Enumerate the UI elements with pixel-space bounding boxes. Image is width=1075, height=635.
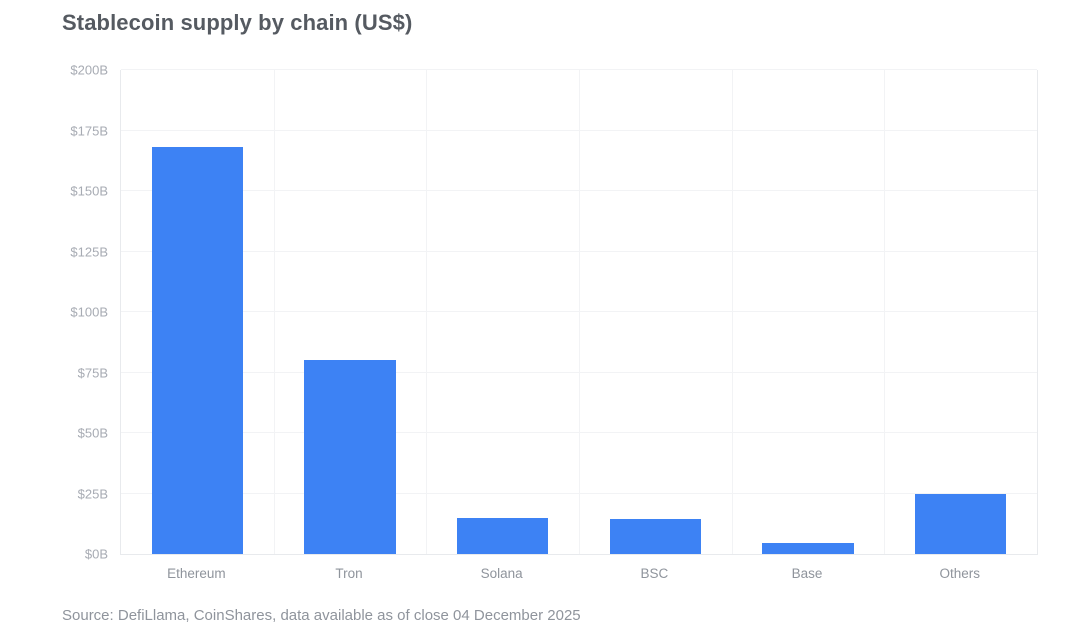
y-tick-label: $150B xyxy=(70,183,108,199)
bar-column-tron xyxy=(274,70,427,554)
x-tick-label-bsc: BSC xyxy=(640,566,669,581)
bar-others xyxy=(914,493,1007,554)
plot-area xyxy=(120,69,1038,555)
bar-column-base xyxy=(732,70,885,554)
bar-tron xyxy=(304,360,396,554)
y-tick-label: $75B xyxy=(77,365,108,380)
y-axis: $0B $25B $50B $75B $100B $125B $150B $175B $200B xyxy=(0,63,108,562)
bar-column-bsc xyxy=(579,70,732,554)
bar-base xyxy=(762,543,854,554)
x-tick-label-others: Others xyxy=(939,566,980,581)
x-tick-label-solana: Solana xyxy=(480,566,523,581)
x-tick-label-tron: Tron xyxy=(335,566,363,581)
bar-solana xyxy=(456,517,549,554)
x-tick-label-ethereum: Ethereum xyxy=(167,566,226,581)
y-tick-label: $50B xyxy=(77,425,108,441)
x-axis: Ethereum Tron Solana BSC Base Others xyxy=(120,555,1036,581)
y-tick-label: $25B xyxy=(77,486,108,501)
bar-bsc xyxy=(609,518,702,554)
y-tick-label: $100B xyxy=(70,304,108,320)
x-tick-label-base: Base xyxy=(791,566,823,581)
y-tick-label: $200B xyxy=(70,62,108,78)
chart-title: Stablecoin supply by chain (US$) xyxy=(62,10,413,35)
bar-column-ethereum xyxy=(121,70,274,554)
y-tick-label: $0B xyxy=(84,546,108,562)
bar-column-others xyxy=(884,70,1037,554)
source-note: Source: DefiLlama, CoinShares, data avai… xyxy=(62,607,581,624)
y-tick-label: $125B xyxy=(70,244,108,259)
bar-ethereum xyxy=(151,147,244,554)
y-tick-label: $175B xyxy=(70,123,108,138)
bar-column-solana xyxy=(426,70,579,554)
